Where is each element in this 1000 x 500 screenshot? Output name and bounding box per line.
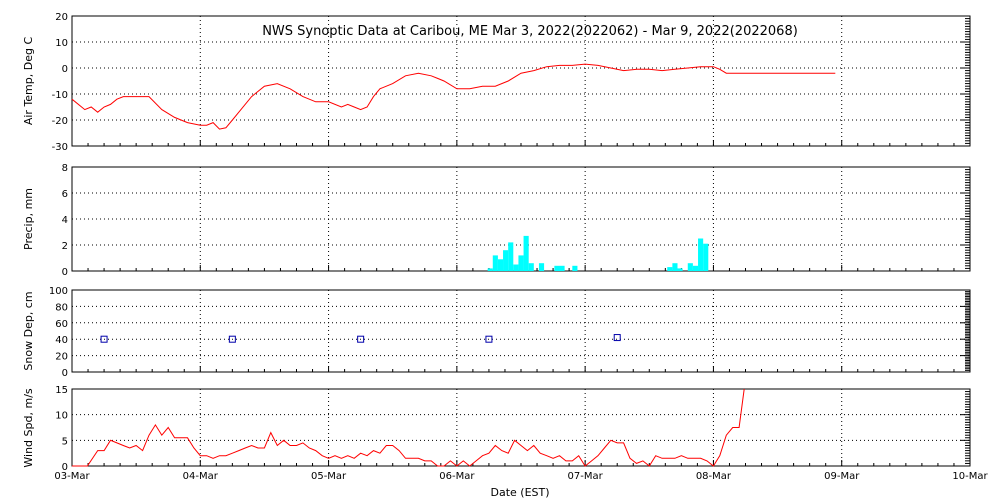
ylabel-air-temp: Air Temp, Deg C [22,37,35,126]
plot-frame [71,289,971,373]
precip-bar [538,263,545,271]
y-tick-label: -10 [52,90,68,101]
snow-depth-point [357,335,365,343]
precip-bar [518,255,524,271]
precip-bar [677,268,683,271]
y-tick-label: 5 [62,436,68,447]
precip-bar [554,265,560,271]
precip-bar [497,259,504,271]
precip-bar [572,265,578,271]
y-tick-label: 2 [62,241,68,252]
chart-title: NWS Synoptic Data at Caribou, ME Mar 3, … [262,24,798,39]
snow-depth-point [485,335,493,343]
y-tick-label: 80 [55,302,68,313]
y-tick-label: 0 [62,462,68,473]
y-tick-label: 10 [55,38,68,49]
precip-bar [513,264,519,271]
x-tick-label: 10-Mar [952,471,988,482]
precip-bar [687,263,693,271]
panel-air-temp: Air Temp, Deg C 20 10 0 -10 -20 -30 [22,12,971,153]
precip-bar [559,265,565,271]
x-tick-label: 07-Mar [568,471,604,482]
precip-bar [667,267,673,271]
panel-wind-speed: Wind Spd, m/s 0 5 10 15 [22,385,971,473]
y-tick-label: 0 [62,267,68,278]
precip-bar [492,255,498,271]
series-line-air-temp [71,63,836,130]
precip-bar [508,242,514,271]
ylabel-precip: Precip, mm [22,188,35,250]
precip-bar [503,250,509,271]
y-tick-label: -20 [52,116,68,127]
xlabel-date: Date (EST) [490,486,549,499]
x-tick-label: 04-Mar [183,471,219,482]
y-tick-label: 40 [55,335,68,346]
x-tick-label: 06-Mar [439,471,475,482]
snow-depth-point [100,335,108,343]
y-tick-label: 60 [55,319,68,330]
y-tick-label: 0 [62,64,68,75]
x-tick-label: 09-Mar [824,471,860,482]
y-tick-label: 20 [55,352,68,363]
precip-bar [703,243,709,271]
y-tick-label: 100 [49,286,68,297]
plot-frame [71,388,971,467]
precip-bar [528,263,534,271]
panel-snow-depth: Snow Dep, cm 0 20 40 60 80 100 [22,286,971,379]
precip-bar [487,268,493,271]
x-tick-label: 05-Mar [311,471,347,482]
ylabel-snow-depth: Snow Dep, cm [22,291,35,370]
panel-precip: Precip, mm 0 2 4 6 8 [22,163,971,278]
series-line-wind-speed [72,388,745,467]
precip-bar [698,238,704,271]
ylabel-wind-speed: Wind Spd, m/s [22,388,35,468]
y-tick-label: 6 [62,189,68,200]
x-tick-label: 03-Mar [54,471,90,482]
x-tick-label: 08-Mar [696,471,732,482]
y-tick-label: 10 [55,411,68,422]
y-tick-label: 15 [55,385,68,396]
y-tick-label: 20 [55,12,68,23]
precip-bar [692,265,699,271]
y-tick-label: 8 [62,163,68,174]
y-tick-label: 0 [62,368,68,379]
precip-bar [672,263,678,271]
y-tick-label: -30 [52,142,68,153]
snow-depth-point [613,334,621,342]
y-tick-label: 4 [62,215,68,226]
precip-bar [523,235,529,271]
snow-depth-point [228,335,236,343]
